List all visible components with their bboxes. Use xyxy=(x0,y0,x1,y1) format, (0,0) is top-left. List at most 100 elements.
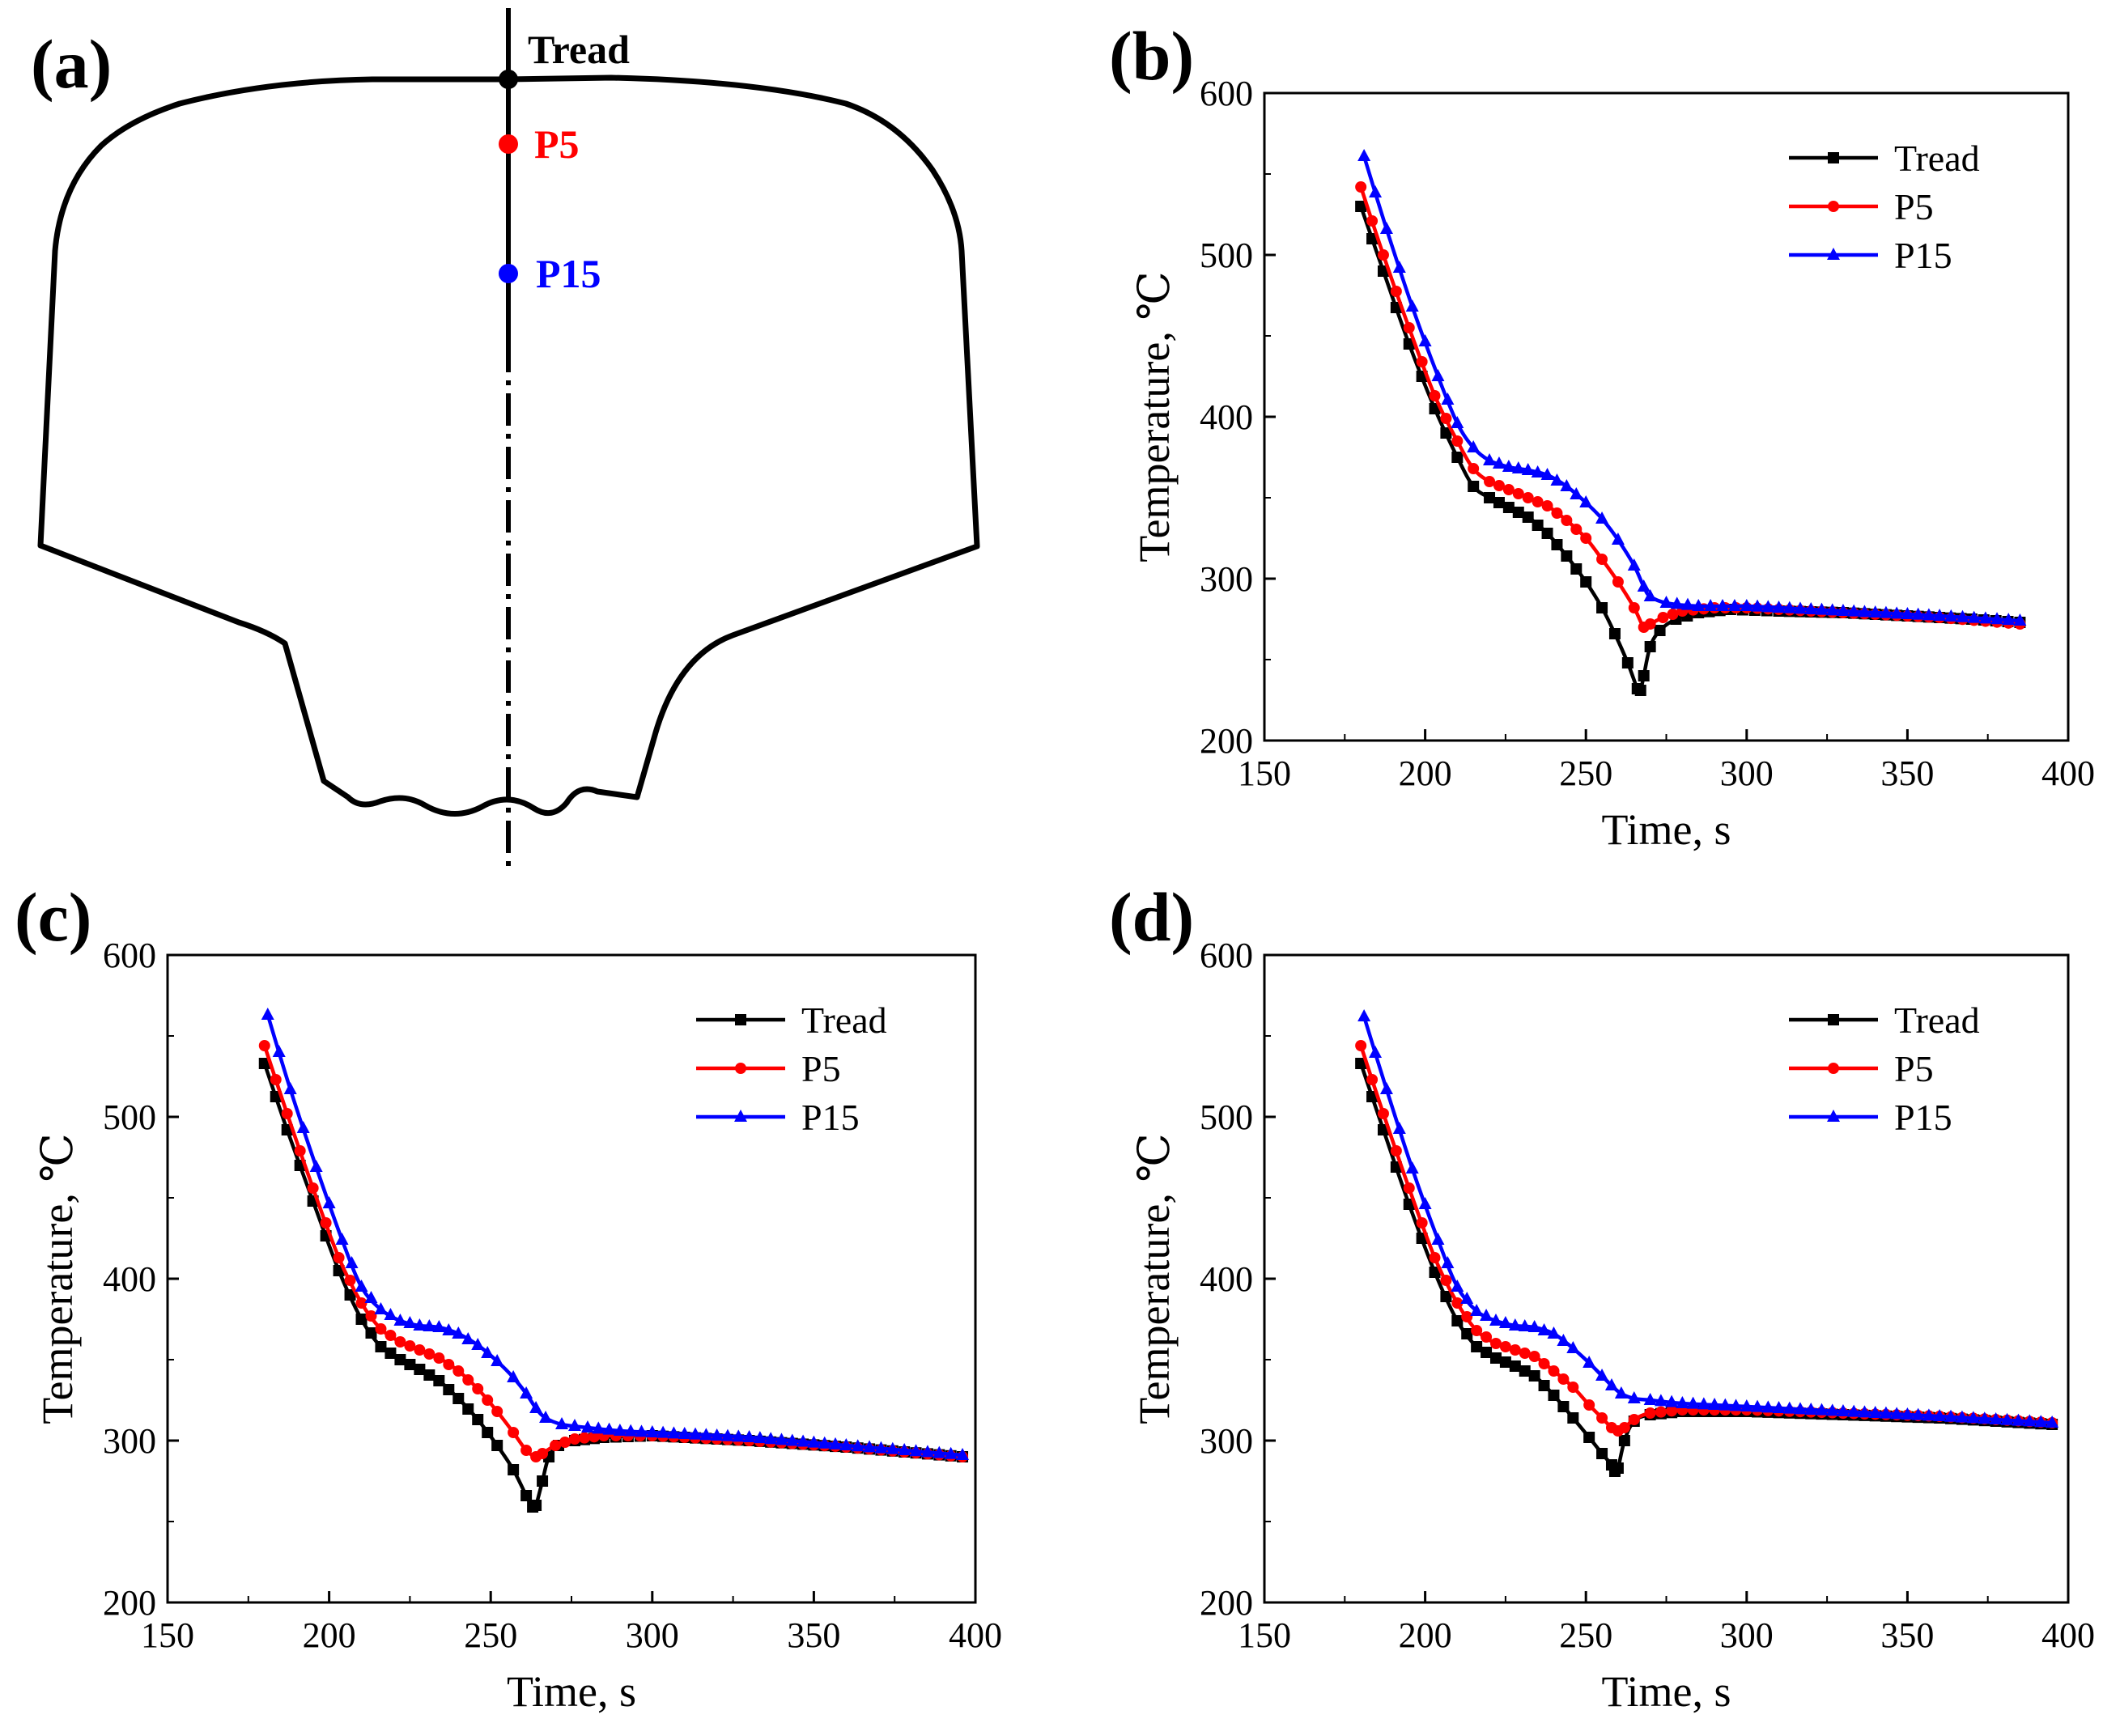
legend-label: P5 xyxy=(1894,186,1934,227)
data-point xyxy=(1502,484,1515,495)
data-point xyxy=(1944,1409,1958,1422)
plot-frame xyxy=(166,953,977,1604)
data-point xyxy=(1468,481,1480,492)
x-tick-label: 150 xyxy=(1238,1615,1291,1655)
data-point xyxy=(1441,393,1455,405)
data-point xyxy=(1990,612,2004,625)
data-point xyxy=(1390,1145,1402,1157)
data-point xyxy=(1676,1396,1689,1408)
data-point xyxy=(1614,1386,1628,1399)
data-point xyxy=(355,1280,368,1292)
data-point xyxy=(1955,1410,1969,1423)
data-point xyxy=(1612,576,1624,588)
data-point xyxy=(344,1289,356,1301)
data-point xyxy=(1355,1040,1367,1051)
data-point xyxy=(1512,488,1524,499)
data-point xyxy=(537,1475,549,1487)
data-point xyxy=(462,1374,474,1386)
data-point xyxy=(886,1441,899,1454)
data-point xyxy=(1499,1356,1511,1368)
data-point xyxy=(1493,497,1505,508)
data-point xyxy=(1596,1412,1608,1424)
data-point xyxy=(1596,1448,1608,1459)
data-point xyxy=(1665,1394,1679,1407)
data-point xyxy=(1405,1161,1419,1174)
x-tick-label: 400 xyxy=(2041,753,2095,793)
data-point xyxy=(320,1217,332,1229)
data-point xyxy=(1498,1316,1512,1328)
data-point xyxy=(472,1383,484,1394)
legend-marker xyxy=(1827,248,1840,260)
data-point xyxy=(2000,1412,2014,1425)
data-point xyxy=(1461,1328,1473,1339)
data-point xyxy=(2023,1414,2037,1427)
data-point xyxy=(414,1364,426,1375)
data-point xyxy=(375,1341,387,1352)
data-point xyxy=(1451,1315,1464,1326)
data-point xyxy=(1366,1074,1379,1085)
data-point xyxy=(414,1344,426,1356)
data-point xyxy=(1794,1402,1807,1415)
data-point xyxy=(1440,413,1452,424)
data-point xyxy=(443,1384,455,1395)
y-tick-label: 600 xyxy=(103,936,156,975)
data-point xyxy=(1531,465,1544,478)
data-point xyxy=(1966,1411,1980,1424)
data-point xyxy=(1481,1347,1493,1358)
data-point xyxy=(645,1425,659,1437)
x-tick-label: 200 xyxy=(1399,1615,1452,1655)
data-point xyxy=(1772,601,1786,613)
data-point xyxy=(1815,602,1829,615)
data-point xyxy=(364,1291,378,1303)
data-point xyxy=(1595,1369,1609,1381)
data-point xyxy=(1403,1182,1415,1194)
data-point xyxy=(403,1316,417,1328)
data-point xyxy=(2013,613,2027,626)
panel-label: (d) xyxy=(1109,878,1194,956)
data-point xyxy=(592,1421,605,1434)
data-point xyxy=(1956,609,1969,622)
x-tick-label: 150 xyxy=(1238,753,1291,793)
y-tick-label: 300 xyxy=(1200,1421,1253,1461)
y-axis-title: Temperature, ℃ xyxy=(33,1133,82,1424)
data-point xyxy=(322,1196,336,1208)
data-point xyxy=(624,1424,638,1437)
data-point xyxy=(1978,1411,1991,1424)
data-point xyxy=(1815,1403,1829,1416)
data-point xyxy=(602,1422,616,1435)
data-point xyxy=(1628,602,1640,613)
data-point xyxy=(482,1427,494,1438)
x-tick-label: 300 xyxy=(626,1615,679,1655)
y-tick-label: 300 xyxy=(1200,559,1253,599)
y-tick-label: 400 xyxy=(1200,1259,1253,1299)
data-point xyxy=(1366,215,1379,227)
data-point xyxy=(1570,487,1583,499)
data-point xyxy=(1989,1412,2003,1424)
data-point xyxy=(1751,1399,1765,1412)
x-tick-label: 350 xyxy=(1880,1615,1934,1655)
wheel-outline xyxy=(37,74,980,817)
data-point xyxy=(678,1427,691,1439)
data-point xyxy=(507,1370,520,1382)
data-point xyxy=(1890,1407,1904,1420)
data-point xyxy=(1548,1365,1560,1377)
data-point xyxy=(1440,1291,1452,1302)
data-point xyxy=(1686,1396,1700,1409)
data-point xyxy=(1392,261,1406,273)
data-point xyxy=(1561,515,1573,526)
panel-label-a: (a) xyxy=(31,25,112,103)
data-point xyxy=(1836,1404,1850,1416)
x-tick-label: 150 xyxy=(141,1615,194,1655)
x-axis-title: Time, s xyxy=(507,1667,636,1716)
data-point xyxy=(1502,460,1515,472)
data-point xyxy=(491,1440,503,1451)
legend-marker xyxy=(1828,1063,1839,1074)
data-point xyxy=(1511,461,1525,473)
data-point xyxy=(1729,1399,1743,1411)
data-point xyxy=(1451,452,1464,463)
data-point xyxy=(580,1420,594,1433)
data-point xyxy=(1654,625,1666,636)
data-point xyxy=(1492,456,1506,469)
data-point xyxy=(452,1393,465,1404)
data-point xyxy=(567,1419,581,1431)
